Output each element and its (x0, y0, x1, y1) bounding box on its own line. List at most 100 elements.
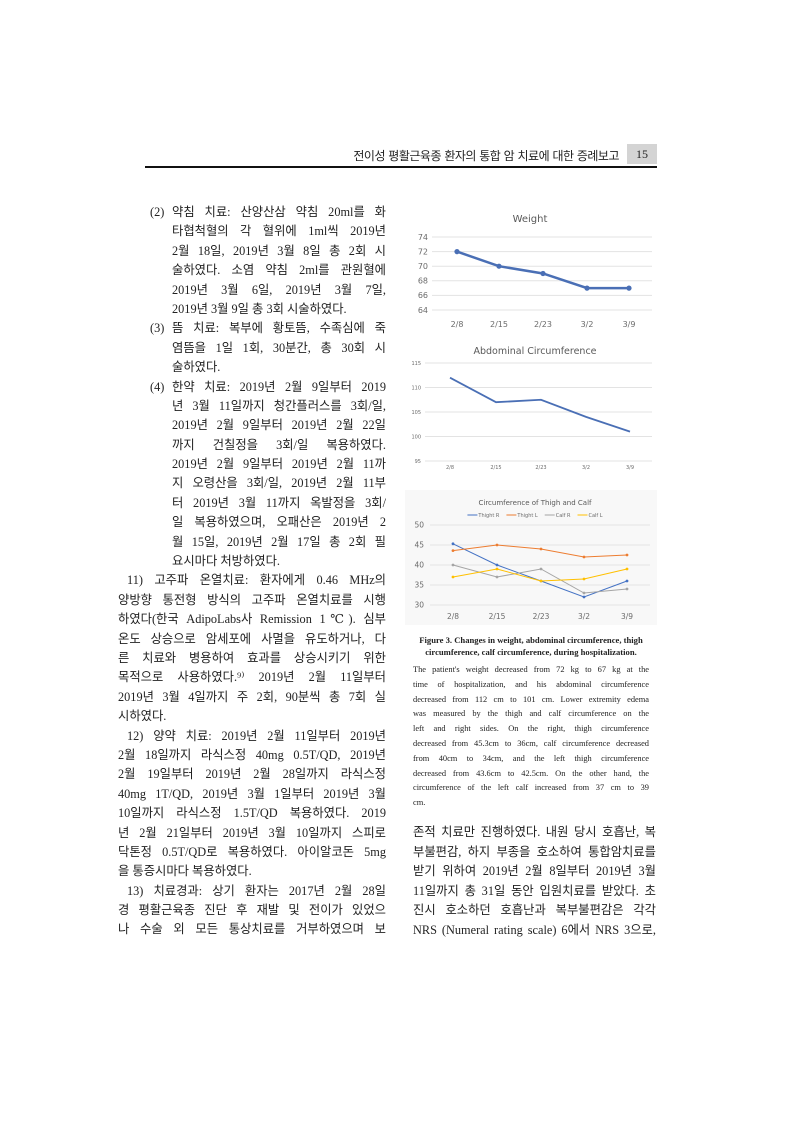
text-line: from 40cm to 34cm, and the left thigh ci… (413, 753, 649, 763)
x-tick-label: 2/23 (535, 465, 546, 471)
text-line: 하였다(한국 AdipoLabs사 Remission 1℃). 심부 (118, 612, 386, 627)
text-line: 40mg 1T/QD, 2019년 3월 1일부터 2019년 3월 (118, 786, 386, 801)
legend-entry: Thight R (467, 513, 500, 519)
y-tick-label: 95 (415, 459, 421, 465)
text-line: 목적으로 사용하였다.⁹⁾ 2019년 2월 11일부터 (118, 670, 386, 685)
legend-entry: Calf L (577, 513, 603, 519)
y-tick-label: 30 (414, 601, 424, 610)
text-line: 받기 위하여 2019년 2월 8일부터 2019년 3월 (413, 864, 656, 879)
legend-entry: Thight L (506, 513, 538, 519)
x-tick-label: 2/23 (533, 612, 550, 621)
text-line: 염뜸을 1일 1회, 30분간, 총 30회 시 (172, 340, 386, 355)
data-point (451, 549, 455, 552)
x-tick-label: 2/23 (534, 320, 552, 329)
data-point (625, 567, 629, 571)
text-line: 11) 고주파 온열치료: 환자에게 0.46 MHz의 (127, 573, 386, 588)
text-line: 2월 18일까지 라식스정 40mg 0.5T/QD, 2019년 (118, 747, 386, 762)
y-tick-label: 64 (418, 306, 428, 315)
x-tick-label: 2/8 (446, 465, 454, 471)
text-line: 년 3월 11일까지 청간플러스를 3회/일, (172, 398, 386, 413)
y-tick-label: 70 (418, 262, 428, 271)
list-item-label: (3) (150, 321, 165, 336)
y-tick-label: 105 (411, 410, 421, 416)
text-line: cm. (413, 798, 426, 808)
text-line: 12) 양약 치료: 2019년 2월 11일부터 2019년 (127, 728, 386, 743)
series-line (449, 376, 631, 433)
text-line: 2019년 2월 9일부터 2019년 2월 22일 (172, 418, 386, 433)
text-line: decreased from 43.6cm to 42.5cm. On the … (413, 768, 649, 778)
data-point (582, 595, 586, 599)
text-line: 닥톤정 0.5T/QD로 복용하였다. 아이알코돈 5mg (118, 844, 386, 859)
legend-label: Calf L (588, 513, 602, 519)
text-line: 나 수술 외 모든 통상치료를 거부하였으며 보 (118, 922, 386, 937)
y-tick-label: 45 (414, 541, 424, 550)
data-point (451, 542, 455, 546)
legend-entry: Calf R (544, 513, 571, 519)
data-point (454, 249, 460, 255)
text-line: 진시 호소하던 호흡난과 복부불편감은 각각 (413, 903, 656, 918)
y-tick-label: 35 (414, 581, 424, 590)
paragraph: 12) 양약 치료: 2019년 2월 11일부터 2019년 2월 18일까지 … (118, 727, 386, 882)
text-line: 시하였다. (118, 709, 167, 724)
text-line: decreased from 45.3cm to 36cm, calf circ… (413, 738, 649, 748)
x-tick-label: 2/15 (490, 320, 508, 329)
text-line: 까지 건칠정을 3회/일 복용하였다. (172, 437, 386, 452)
x-tick-label: 3/9 (621, 612, 633, 621)
x-tick-label: 3/9 (626, 465, 634, 471)
text-line: 을 통증시마다 복용하였다. (118, 864, 252, 879)
chart-3: Circumference of Thigh and Calf 30 35 40 45 5… (405, 490, 657, 625)
legend-label: Thight L (516, 513, 538, 519)
data-point (584, 285, 590, 291)
text-line: 월 15일, 2019년 2월 17일 총 2회 필 (172, 534, 386, 549)
text-line: 2019년 2월 9일부터 2019년 2월 11까 (172, 457, 386, 472)
y-tick-label: 110 (411, 385, 421, 391)
text-line: 경 평활근육종 진단 후 재발 및 전이가 있었으 (118, 903, 386, 918)
series-line (456, 250, 629, 290)
x-tick-label: 3/2 (581, 320, 594, 329)
text-line: 요시마다 처방하였다. (172, 554, 280, 569)
x-tick-label: 2/8 (447, 612, 459, 621)
chart-2: Abdominal Circumference 95 100 105 110 115 2/8… (411, 346, 652, 471)
legend-label: Calf R (556, 513, 571, 519)
data-point (496, 263, 502, 269)
text-line: decreased from 112 cm to 101 cm. Lower e… (413, 694, 649, 704)
y-tick-label: 40 (414, 561, 424, 570)
text-line: 부불편감, 하지 부종을 호소하여 통합암치료를 (413, 844, 656, 859)
data-point (495, 567, 499, 571)
legend-label: Thight R (477, 513, 500, 519)
figure-description: The patient's weight decreased from 72 k… (413, 663, 649, 811)
text-line: 2019년 3월 9일 총 3회 시술하였다. (172, 301, 347, 316)
data-point (539, 579, 543, 583)
text-line: 양방향 통전형 방식의 고주파 온열치료를 시행 (118, 592, 386, 607)
text-line: 약침 치료: 산양산삼 약침 20ml를 화 (172, 205, 386, 219)
text-line: 지 오령산을 3회/일, 2019년 2월 11부 (172, 476, 386, 491)
text-line: 술하였다. 소염 약침 2ml를 관원혈에 (172, 263, 386, 278)
y-tick-label: 115 (411, 361, 421, 367)
chart-background (405, 490, 657, 625)
data-point (626, 285, 632, 291)
data-point (495, 543, 499, 547)
data-point (495, 575, 499, 579)
x-tick-label: 3/9 (623, 320, 636, 329)
list-item: (2) 약침 치료: 산양산삼 약침 20ml를 화 타협척혈의 각 혈위에 1ml… (118, 203, 386, 319)
text-line: NRS (Numeral rating scale) 6에서 NRS 3으로, (413, 922, 656, 937)
text-line: 일 복용하였으며, 오패산은 2019년 2 (172, 515, 386, 530)
left-column: (2) 약침 치료: 산양산삼 약침 20ml를 화 타협척혈의 각 혈위에 1ml… (118, 203, 386, 940)
data-point (540, 270, 546, 277)
x-tick-label: 2/8 (451, 320, 464, 329)
text-line: 존적 치료만 진행하였다. 내원 당시 호흡난, 복 (413, 825, 656, 839)
y-tick-label: 72 (418, 247, 428, 256)
text-line: 10일까지 라식스정 1.5T/QD 복용하였다. 2019 (118, 806, 386, 821)
y-tick-label: 66 (418, 291, 428, 300)
text-line: 터 2019년 3월 11까지 옥발정을 3회/ (172, 495, 386, 510)
text-line: 한약 치료: 2019년 2월 9일부터 2019 (172, 379, 386, 394)
chart-title: Circumference of Thigh and Calf (479, 499, 593, 507)
text-line: 2019년 3월 6일, 2019년 3월 7일, (172, 282, 386, 297)
text-line: 뜸 치료: 복부에 황토뜸, 수족심에 죽 (172, 321, 386, 336)
text-line: 술하였다. (172, 360, 221, 375)
text-line: 11일까지 총 31일 동안 입원치료를 받았다. 초 (413, 883, 656, 898)
list-item: (4) 한약 치료: 2019년 2월 9일부터 2019 년 3월 11일까지 청… (118, 378, 386, 572)
